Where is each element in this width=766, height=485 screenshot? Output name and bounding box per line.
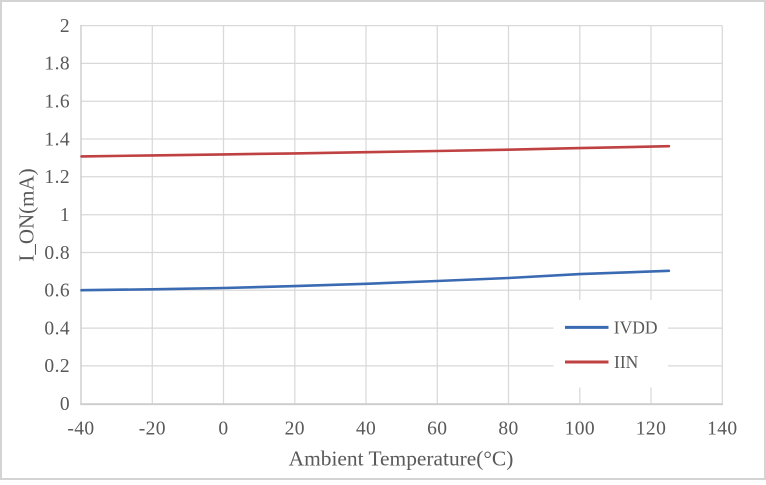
svg-text:1.6: 1.6 — [44, 92, 70, 113]
svg-text:0: 0 — [60, 394, 70, 415]
svg-text:20: 20 — [285, 419, 305, 440]
svg-text:140: 140 — [707, 419, 737, 440]
svg-text:0: 0 — [218, 419, 228, 440]
svg-text:80: 80 — [498, 419, 518, 440]
svg-text:Ambient Temperature(°C): Ambient Temperature(°C) — [289, 446, 514, 470]
svg-text:120: 120 — [636, 419, 666, 440]
svg-text:IVDD: IVDD — [614, 318, 658, 338]
svg-text:0.2: 0.2 — [44, 356, 70, 377]
svg-text:2: 2 — [60, 16, 70, 37]
svg-text:40: 40 — [356, 419, 376, 440]
svg-text:I_ON(mA): I_ON(mA) — [15, 168, 39, 261]
svg-text:IIN: IIN — [614, 352, 639, 372]
svg-text:0.8: 0.8 — [44, 243, 70, 264]
svg-text:60: 60 — [427, 419, 447, 440]
svg-text:-20: -20 — [139, 419, 166, 440]
svg-text:1.2: 1.2 — [44, 167, 70, 188]
svg-text:-40: -40 — [67, 419, 94, 440]
svg-text:0.4: 0.4 — [44, 318, 70, 339]
svg-text:1.4: 1.4 — [44, 129, 70, 150]
svg-text:0.6: 0.6 — [44, 281, 70, 302]
svg-text:100: 100 — [565, 419, 595, 440]
svg-text:1.8: 1.8 — [44, 54, 70, 75]
svg-text:1: 1 — [60, 205, 70, 226]
